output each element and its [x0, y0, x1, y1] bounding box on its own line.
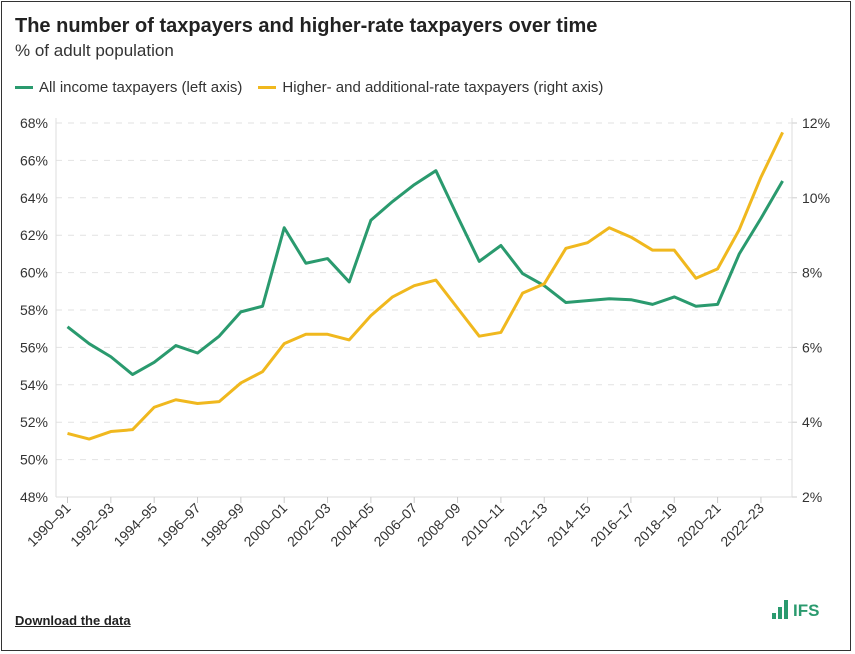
x-tick-label: 2006–07 [370, 500, 420, 550]
download-data-link[interactable]: Download the data [15, 613, 131, 628]
chart-subtitle: % of adult population [15, 41, 174, 60]
y-left-tick-label: 62% [20, 227, 48, 243]
y-right-tick-label: 8% [802, 265, 822, 281]
x-tick-label: 2016–17 [587, 500, 637, 550]
x-tick-label: 2020–21 [674, 500, 724, 550]
legend-item-higher-rate[interactable]: Higher- and additional-rate taxpayers (r… [258, 79, 603, 96]
legend-label: Higher- and additional-rate taxpayers (r… [282, 79, 604, 96]
y-left-tick-label: 60% [20, 265, 48, 281]
x-tick-label: 2000–01 [240, 500, 290, 550]
logo-text: IFS [793, 601, 820, 620]
x-tick-label: 2018–19 [631, 500, 681, 550]
y-right-tick-label: 2% [802, 489, 822, 505]
legend-item-all-taxpayers[interactable]: All income taxpayers (left axis) [15, 79, 242, 96]
legend-label: All income taxpayers (left axis) [39, 79, 243, 96]
x-tick-label: 1994–95 [110, 500, 160, 550]
y-left-tick-label: 66% [20, 152, 48, 168]
ifs-logo: IFS [772, 600, 819, 619]
y-right-tick-label: 12% [802, 115, 830, 131]
y-right-tick-label: 4% [802, 414, 822, 430]
y-left-tick-label: 64% [20, 190, 48, 206]
x-tick-label: 2022–23 [717, 500, 767, 550]
x-tick-label: 1990–91 [24, 500, 74, 550]
y-left-tick-label: 48% [20, 489, 48, 505]
y-left-tick-label: 68% [20, 115, 48, 131]
x-tick-label: 2014–15 [544, 500, 594, 550]
y-left-tick-label: 50% [20, 452, 48, 468]
y-left-tick-label: 58% [20, 302, 48, 318]
x-tick-label: 2002–03 [284, 500, 334, 550]
y-right-tick-label: 6% [802, 339, 822, 355]
y-left-tick-label: 56% [20, 339, 48, 355]
x-tick-label: 1996–97 [154, 500, 204, 550]
y-right-tick-label: 10% [802, 190, 830, 206]
x-tick-label: 2004–05 [327, 500, 377, 550]
legend: All income taxpayers (left axis) Higher-… [15, 79, 603, 96]
x-tick-label: 1998–99 [197, 500, 247, 550]
chart-title: The number of taxpayers and higher-rate … [15, 15, 598, 37]
x-tick-label: 2010–11 [458, 500, 507, 549]
x-tick-label: 2012–13 [500, 500, 550, 550]
y-left-tick-label: 54% [20, 377, 48, 393]
legend-swatch-green [15, 86, 33, 89]
legend-swatch-yellow [258, 86, 277, 89]
y-left-tick-label: 52% [20, 414, 48, 430]
series-line-all-taxpayers [66, 169, 784, 377]
x-tick-label: 2008–09 [414, 500, 464, 550]
series-line-higher-rate [67, 131, 784, 441]
x-tick-label: 1992–93 [67, 500, 117, 550]
